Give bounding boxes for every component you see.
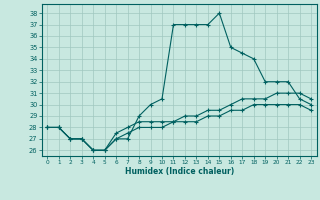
X-axis label: Humidex (Indice chaleur): Humidex (Indice chaleur) xyxy=(124,167,234,176)
